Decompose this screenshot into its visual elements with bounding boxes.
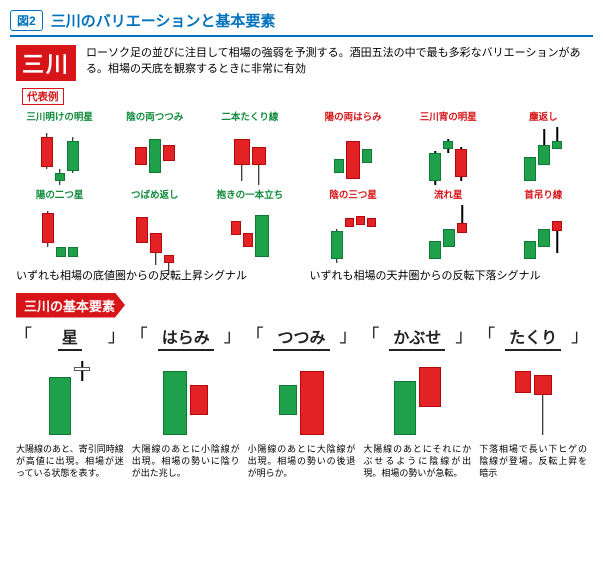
basic-harami: 「はらみ」 大陽線のあとに小陰線が出現。相場の勢いに陰りが出た兆し。 bbox=[132, 324, 240, 479]
candle-diagram bbox=[204, 203, 295, 263]
pattern-cell: 二本たくり線 bbox=[204, 109, 295, 185]
pattern-cell: 陽の両はらみ bbox=[308, 109, 399, 185]
candle-diagram bbox=[403, 125, 494, 185]
pattern-label: 塵返し bbox=[498, 109, 589, 123]
intro-text: ローソク足の並びに注目して相場の強弱を予測する。酒田五法の中で最も多彩なバリエー… bbox=[86, 45, 587, 78]
pattern-label: 二本たくり線 bbox=[204, 109, 295, 123]
candle-diagram bbox=[308, 125, 399, 185]
candle-diagram bbox=[479, 357, 587, 437]
candle-diagram bbox=[14, 203, 105, 263]
basic-takuri: 「たくり」 下落相場で長い下ヒゲの陰線が登場。反転上昇を暗示 bbox=[479, 324, 587, 479]
pattern-cell: 三川宵の明星 bbox=[403, 109, 494, 185]
candle-diagram bbox=[498, 125, 589, 185]
pattern-label: 三川明けの明星 bbox=[14, 109, 105, 123]
pattern-label: 陰の両つつみ bbox=[109, 109, 200, 123]
pattern-cell: 陰の三つ星 bbox=[308, 187, 399, 263]
pattern-cell: 抱きの一本立ち bbox=[204, 187, 295, 263]
pattern-label: 三川宵の明星 bbox=[403, 109, 494, 123]
candle-diagram bbox=[498, 203, 589, 263]
pattern-cell: 三川明けの明星 bbox=[14, 109, 105, 185]
basic-kabuse: 「かぶせ」 大陽線のあとにそれにかぶせるように陰線が出現。相場の勢いが急転。 bbox=[363, 324, 471, 479]
candle-diagram bbox=[132, 357, 240, 437]
candle-diagram bbox=[16, 357, 124, 437]
basic-desc: 大陽線のあとに小陰線が出現。相場の勢いに陰りが出た兆し。 bbox=[132, 443, 240, 479]
basic-title: たくり bbox=[505, 324, 561, 351]
bearish-grid: 陽の両はらみ 三川宵の明星 塵返し bbox=[308, 109, 590, 263]
pattern-cell: 塵返し bbox=[498, 109, 589, 185]
basic-title: はらみ bbox=[158, 324, 214, 351]
pattern-label: 流れ星 bbox=[403, 187, 494, 201]
intro-row: 三川 ローソク足の並びに注目して相場の強弱を予測する。酒田五法の中で最も多彩なバ… bbox=[0, 45, 603, 87]
basic-title: つつみ bbox=[273, 324, 329, 351]
pattern-cell: 陽の二つ星 bbox=[14, 187, 105, 263]
basic-title: かぶせ bbox=[389, 324, 445, 351]
header-divider bbox=[10, 35, 593, 37]
pattern-label: 首吊り線 bbox=[498, 187, 589, 201]
bullish-grid: 三川明けの明星 陰の両つつみ 二本たくり線 bbox=[14, 109, 296, 263]
basics-section-badge: 三川の基本要素 bbox=[16, 293, 125, 318]
candle-diagram bbox=[14, 125, 105, 185]
basic-desc: 大陽線のあと、寄引同時線が高値に出現。相場が迷っている状態を表す。 bbox=[16, 443, 124, 479]
pattern-label: 陽の両はらみ bbox=[308, 109, 399, 123]
basics-row: 「星」 大陽線のあと、寄引同時線が高値に出現。相場が迷っている状態を表す。 「は… bbox=[0, 324, 603, 489]
candle-diagram bbox=[204, 125, 295, 185]
sansen-badge: 三川 bbox=[16, 45, 76, 81]
figure-title: 三川のバリエーションと基本要素 bbox=[51, 10, 276, 31]
basic-tsutsumi: 「つつみ」 小陽線のあとに大陰線が出現。相場の勢いの後退が明らか。 bbox=[248, 324, 356, 479]
pattern-label: 抱きの一本立ち bbox=[204, 187, 295, 201]
rep-example-badge: 代表例 bbox=[22, 88, 64, 105]
candle-diagram bbox=[363, 357, 471, 437]
figure-header: 図2 三川のバリエーションと基本要素 bbox=[0, 0, 603, 35]
bearish-caption: いずれも相場の天井圏からの反転下落シグナル bbox=[308, 267, 590, 283]
basic-desc: 下落相場で長い下ヒゲの陰線が登場。反転上昇を暗示 bbox=[479, 443, 587, 479]
candle-diagram bbox=[308, 203, 399, 263]
pattern-cell: 首吊り線 bbox=[498, 187, 589, 263]
candle-diagram bbox=[248, 357, 356, 437]
pattern-cell: つばめ返し bbox=[109, 187, 200, 263]
basic-hoshi: 「星」 大陽線のあと、寄引同時線が高値に出現。相場が迷っている状態を表す。 bbox=[16, 324, 124, 479]
basic-desc: 大陽線のあとにそれにかぶせるように陰線が出現。相場の勢いが急転。 bbox=[363, 443, 471, 479]
candle-diagram bbox=[403, 203, 494, 263]
basic-title: 星 bbox=[58, 324, 82, 351]
pattern-label: 陽の二つ星 bbox=[14, 187, 105, 201]
pattern-area: 三川明けの明星 陰の両つつみ 二本たくり線 bbox=[0, 109, 603, 283]
candle-diagram bbox=[109, 125, 200, 185]
pattern-cell: 陰の両つつみ bbox=[109, 109, 200, 185]
pattern-label: 陰の三つ星 bbox=[308, 187, 399, 201]
bullish-caption: いずれも相場の底値圏からの反転上昇シグナル bbox=[14, 267, 296, 283]
candle-diagram bbox=[109, 203, 200, 263]
bearish-patterns: 陽の両はらみ 三川宵の明星 塵返し bbox=[308, 109, 590, 283]
basic-desc: 小陽線のあとに大陰線が出現。相場の勢いの後退が明らか。 bbox=[248, 443, 356, 479]
pattern-cell: 流れ星 bbox=[403, 187, 494, 263]
bullish-patterns: 三川明けの明星 陰の両つつみ 二本たくり線 bbox=[14, 109, 296, 283]
figure-number-badge: 図2 bbox=[10, 10, 43, 31]
pattern-label: つばめ返し bbox=[109, 187, 200, 201]
